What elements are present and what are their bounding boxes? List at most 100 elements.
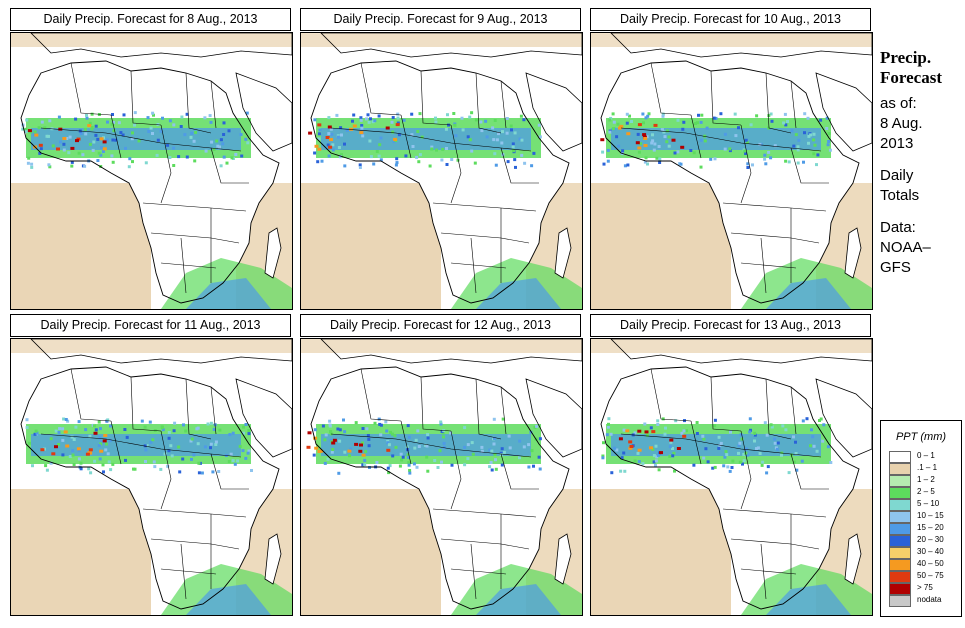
rain-cell [663, 135, 667, 139]
rain-cell [767, 126, 771, 130]
rain-cell [672, 451, 676, 455]
rain-cell [522, 445, 526, 449]
rain-cell [821, 439, 825, 443]
rain-cell [25, 418, 29, 422]
africa-outline [600, 60, 860, 304]
rain-cell [159, 129, 163, 133]
rain-cell [601, 150, 605, 154]
country-border [160, 124, 172, 204]
rain-cell [24, 130, 28, 134]
rain-cell [663, 432, 667, 436]
rain-cell [247, 429, 251, 432]
rain-cell [123, 428, 127, 431]
rain-cell [637, 460, 641, 464]
rain-cell [96, 159, 100, 162]
rain-cell [406, 455, 410, 459]
rain-cell [330, 132, 334, 136]
rain-cell [655, 156, 659, 160]
rain-cell [780, 453, 783, 457]
rain-cell [401, 455, 405, 459]
rain-cell [209, 120, 213, 124]
as-of-date: 8 Aug. [880, 115, 923, 132]
rain-cell [656, 423, 660, 426]
rain-cell [713, 418, 717, 422]
rain-cell [622, 451, 626, 455]
rain-cell [753, 431, 757, 435]
heavy-rain-cell [34, 133, 39, 137]
legend-label: 2 – 5 [917, 487, 935, 496]
rain-cell [714, 116, 718, 120]
heavy-rain-cell [629, 445, 634, 448]
rain-cell [386, 466, 390, 470]
heavy-rain-cell [637, 448, 642, 452]
rain-cell [731, 459, 735, 463]
rain-cell [692, 463, 696, 467]
heavy-rain-cell [313, 436, 318, 440]
rain-cell [463, 445, 467, 449]
panel-title: Daily Precip. Forecast for 13 Aug., 2013 [590, 314, 871, 337]
rain-cell [490, 449, 494, 453]
rain-cell [221, 142, 225, 146]
rain-cell [671, 447, 674, 450]
rain-cell [699, 120, 703, 124]
rain-cell [327, 116, 331, 120]
rain-cell [216, 144, 220, 148]
rain-cell [480, 445, 484, 449]
rain-cell [494, 163, 498, 167]
rain-cell [377, 154, 381, 158]
drizzle-area [301, 489, 441, 615]
rain-cell [671, 454, 675, 458]
rain-cell [132, 467, 135, 471]
rain-cell [84, 428, 88, 432]
rain-cell [231, 431, 235, 435]
daily-label: Daily [880, 167, 914, 184]
legend-swatch [889, 559, 911, 571]
rain-cell [493, 453, 497, 456]
rain-cell [58, 427, 62, 431]
rain-cell [492, 138, 496, 142]
rain-cell [601, 456, 605, 460]
rain-cell [633, 459, 637, 463]
rain-cell [794, 440, 797, 444]
rain-cell [826, 143, 830, 147]
rain-cell [375, 461, 379, 464]
rain-cell [812, 444, 816, 448]
rain-cell [212, 148, 216, 151]
country-border [740, 568, 797, 575]
rain-cell [407, 463, 411, 467]
legend-label: .1 – 1 [917, 463, 938, 472]
rain-cell [93, 459, 97, 463]
rain-cell [746, 453, 750, 457]
rain-cell [372, 162, 376, 166]
rain-cell [109, 424, 112, 428]
rain-cell [361, 427, 365, 430]
heavy-rain-cell [314, 144, 319, 148]
rain-cell [461, 128, 465, 132]
rain-cell [468, 138, 472, 142]
data-label: Data: [880, 219, 916, 236]
rain-cell [26, 161, 30, 165]
rain-cell [64, 418, 68, 421]
rain-cell [415, 465, 419, 469]
rain-cell [669, 440, 673, 444]
country-border [790, 453, 829, 490]
heavy-rain-cell [626, 132, 631, 136]
rain-cell [792, 460, 796, 464]
rain-cell [192, 453, 196, 457]
legend-label: 1 – 2 [917, 475, 935, 484]
rain-cell [218, 145, 221, 149]
rain-cell [68, 135, 72, 139]
rain-cell [773, 441, 777, 445]
rain-cell [92, 140, 96, 144]
rain-cell [395, 161, 399, 165]
rain-cell [244, 137, 248, 141]
as-of-label: as of: [880, 95, 917, 112]
heavy-rain-cell [331, 441, 336, 445]
rain-cell [313, 118, 317, 122]
heavy-rain-cell [93, 431, 98, 435]
rain-cell [657, 468, 661, 472]
africa-outline [600, 366, 860, 610]
rain-cell [440, 158, 444, 162]
rain-cell [375, 150, 379, 153]
rain-cell [379, 433, 383, 437]
